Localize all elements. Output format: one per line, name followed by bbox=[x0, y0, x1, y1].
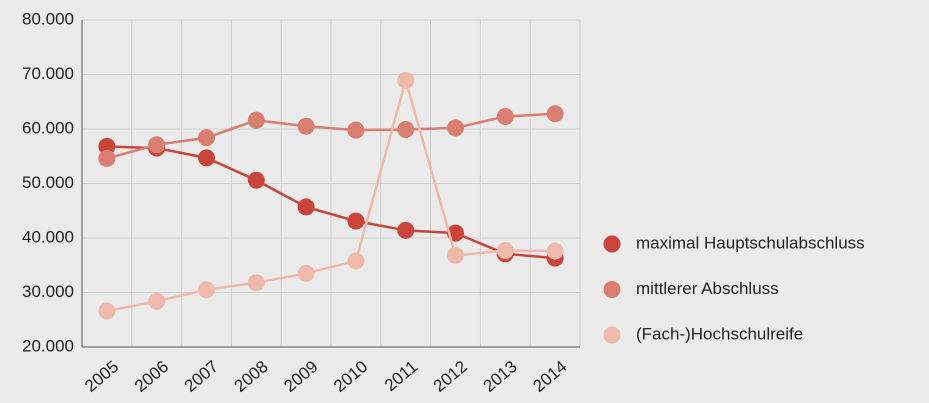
data-point bbox=[297, 198, 315, 216]
data-point bbox=[496, 242, 514, 260]
y-tick-label: 70.000 bbox=[22, 64, 74, 83]
legend-marker bbox=[603, 326, 621, 344]
legend-label: maximal Hauptschulabschluss bbox=[636, 233, 865, 252]
x-tick-label: 2012 bbox=[430, 357, 471, 396]
x-tick-label: 2014 bbox=[529, 357, 570, 396]
data-point bbox=[247, 171, 265, 189]
legend-label: mittlerer Abschluss bbox=[636, 279, 779, 298]
data-point bbox=[347, 212, 365, 230]
legend-marker bbox=[603, 235, 621, 253]
y-tick-label: 20.000 bbox=[22, 336, 74, 355]
data-point bbox=[496, 107, 514, 125]
data-point bbox=[447, 119, 464, 137]
y-tick-label: 50.000 bbox=[22, 173, 74, 192]
x-tick-label: 2007 bbox=[181, 357, 222, 396]
series-line bbox=[106, 145, 556, 260]
x-tick-label: 2011 bbox=[381, 357, 421, 395]
x-tick-label: 2005 bbox=[81, 357, 122, 396]
x-tick-label: 2013 bbox=[480, 357, 521, 396]
data-point bbox=[447, 246, 464, 264]
y-tick-label: 40.000 bbox=[22, 227, 74, 246]
data-point bbox=[546, 105, 564, 123]
legend-marker bbox=[603, 281, 621, 298]
data-point bbox=[397, 221, 415, 239]
y-tick-label: 80.000 bbox=[22, 9, 74, 28]
data-point bbox=[297, 264, 315, 282]
data-point bbox=[198, 281, 215, 299]
data-point bbox=[98, 302, 116, 320]
data-point bbox=[98, 149, 116, 167]
x-tick-label: 2008 bbox=[231, 357, 272, 396]
data-point bbox=[347, 121, 365, 139]
legend-label: (Fach-)Hochschulreife bbox=[636, 324, 803, 343]
data-point bbox=[347, 252, 365, 270]
data-point bbox=[546, 242, 564, 260]
data-point bbox=[148, 136, 166, 154]
data-point bbox=[397, 121, 415, 139]
data-point bbox=[297, 117, 315, 135]
data-point bbox=[98, 137, 116, 155]
series-line bbox=[106, 112, 556, 160]
data-point bbox=[148, 292, 166, 310]
y-tick-label: 60.000 bbox=[22, 118, 74, 137]
data-point bbox=[247, 111, 265, 129]
data-point bbox=[198, 129, 215, 147]
data-point bbox=[397, 71, 415, 89]
x-tick-label: 2009 bbox=[280, 357, 321, 396]
data-point bbox=[198, 149, 215, 167]
x-tick-label: 2010 bbox=[330, 357, 371, 396]
series-line bbox=[106, 75, 556, 313]
x-tick-label: 2006 bbox=[131, 357, 172, 396]
data-point bbox=[247, 274, 265, 292]
y-tick-label: 30.000 bbox=[22, 282, 74, 301]
